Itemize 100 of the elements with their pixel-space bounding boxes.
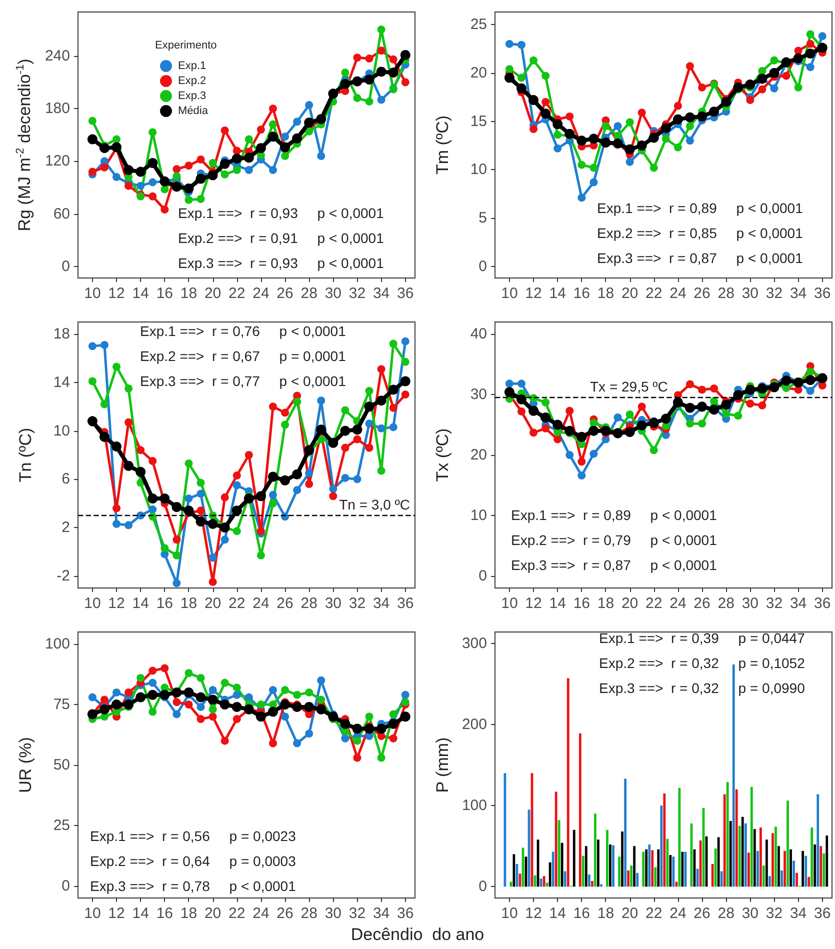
point — [316, 114, 326, 124]
point — [401, 690, 410, 699]
point — [758, 67, 766, 75]
x-tick-label: 36 — [397, 595, 414, 612]
bar — [744, 823, 747, 887]
point — [281, 420, 290, 429]
point — [733, 390, 744, 400]
y-tick-label: 14 — [53, 374, 70, 391]
point — [232, 506, 242, 516]
bar — [564, 871, 566, 887]
point — [588, 426, 599, 436]
annotation: Exp.3 ==> r = 0,87 p < 0,0001 — [511, 557, 718, 573]
point — [341, 444, 350, 452]
point — [281, 408, 290, 417]
point — [293, 690, 302, 699]
point — [758, 401, 766, 410]
point — [112, 173, 121, 182]
point — [281, 686, 290, 694]
point — [268, 739, 277, 748]
point — [196, 478, 205, 487]
point — [148, 158, 158, 168]
point — [388, 68, 398, 78]
bar — [552, 852, 554, 887]
point — [364, 74, 374, 85]
bar — [717, 837, 720, 887]
bar — [606, 830, 608, 887]
point — [281, 152, 290, 160]
bar — [584, 846, 588, 887]
point — [316, 424, 326, 435]
point — [377, 754, 386, 762]
point — [184, 196, 193, 204]
point — [353, 736, 362, 745]
point — [710, 397, 718, 406]
x-tick-label: 30 — [742, 905, 758, 922]
y-tick-label: 0 — [62, 877, 70, 894]
bar — [756, 850, 759, 887]
point — [220, 536, 229, 544]
point — [305, 688, 314, 696]
x-tick-label: 12 — [108, 595, 125, 612]
point — [160, 544, 169, 552]
point — [196, 692, 206, 702]
point — [172, 502, 182, 512]
x-tick-label: 20 — [621, 595, 638, 612]
x-tick-label: 26 — [276, 285, 294, 302]
point — [576, 136, 587, 146]
legend-label: Média — [178, 105, 209, 117]
point — [316, 704, 326, 714]
point — [542, 98, 550, 106]
bar — [645, 849, 648, 887]
point — [389, 340, 398, 348]
annotation: Exp.2 ==> r = 0,32 p = 0,1052 — [599, 655, 806, 671]
point — [505, 40, 514, 48]
point — [196, 702, 205, 711]
point — [208, 694, 218, 705]
point — [564, 128, 575, 139]
point — [578, 458, 586, 466]
point — [88, 693, 96, 702]
point — [124, 521, 133, 530]
point — [674, 102, 682, 110]
point — [530, 125, 538, 134]
point — [124, 182, 133, 190]
point — [196, 506, 205, 515]
y-tick-label: 30 — [470, 386, 487, 404]
x-tick-label: 14 — [132, 905, 149, 922]
x-tick-label: 32 — [348, 595, 366, 612]
x-tick-label: 24 — [670, 595, 686, 612]
x-tick-label: 22 — [646, 595, 662, 612]
x-tick-label: 34 — [790, 285, 807, 302]
point — [124, 384, 133, 392]
x-tick-label: 34 — [372, 595, 390, 612]
x-tick-label: 16 — [573, 905, 590, 922]
point — [244, 166, 253, 174]
x-tick-label: 32 — [348, 905, 366, 922]
point — [124, 165, 134, 176]
y-tick-label: 10 — [470, 161, 487, 178]
point — [365, 712, 374, 721]
point — [88, 377, 96, 386]
point — [136, 166, 146, 177]
bar — [808, 876, 810, 887]
y-tick-label: 25 — [470, 16, 487, 34]
point — [329, 484, 338, 493]
point — [136, 182, 145, 190]
point — [662, 134, 670, 143]
x-tick-label: 22 — [646, 285, 662, 302]
bar — [778, 846, 780, 887]
bar — [810, 827, 814, 887]
point — [208, 554, 217, 562]
point — [184, 183, 194, 194]
y-tick-label: 75 — [53, 696, 70, 714]
point — [184, 162, 193, 170]
y-tick-label: 60 — [53, 205, 70, 222]
y-tick-label: 200 — [462, 716, 487, 733]
bar — [765, 840, 768, 887]
point — [196, 490, 205, 498]
y-tick-label: 100 — [462, 797, 487, 814]
y-tick-label: 10 — [470, 506, 487, 524]
point — [686, 380, 694, 388]
point — [769, 68, 780, 78]
point — [757, 384, 768, 394]
x-tick-label: 34 — [372, 285, 390, 302]
